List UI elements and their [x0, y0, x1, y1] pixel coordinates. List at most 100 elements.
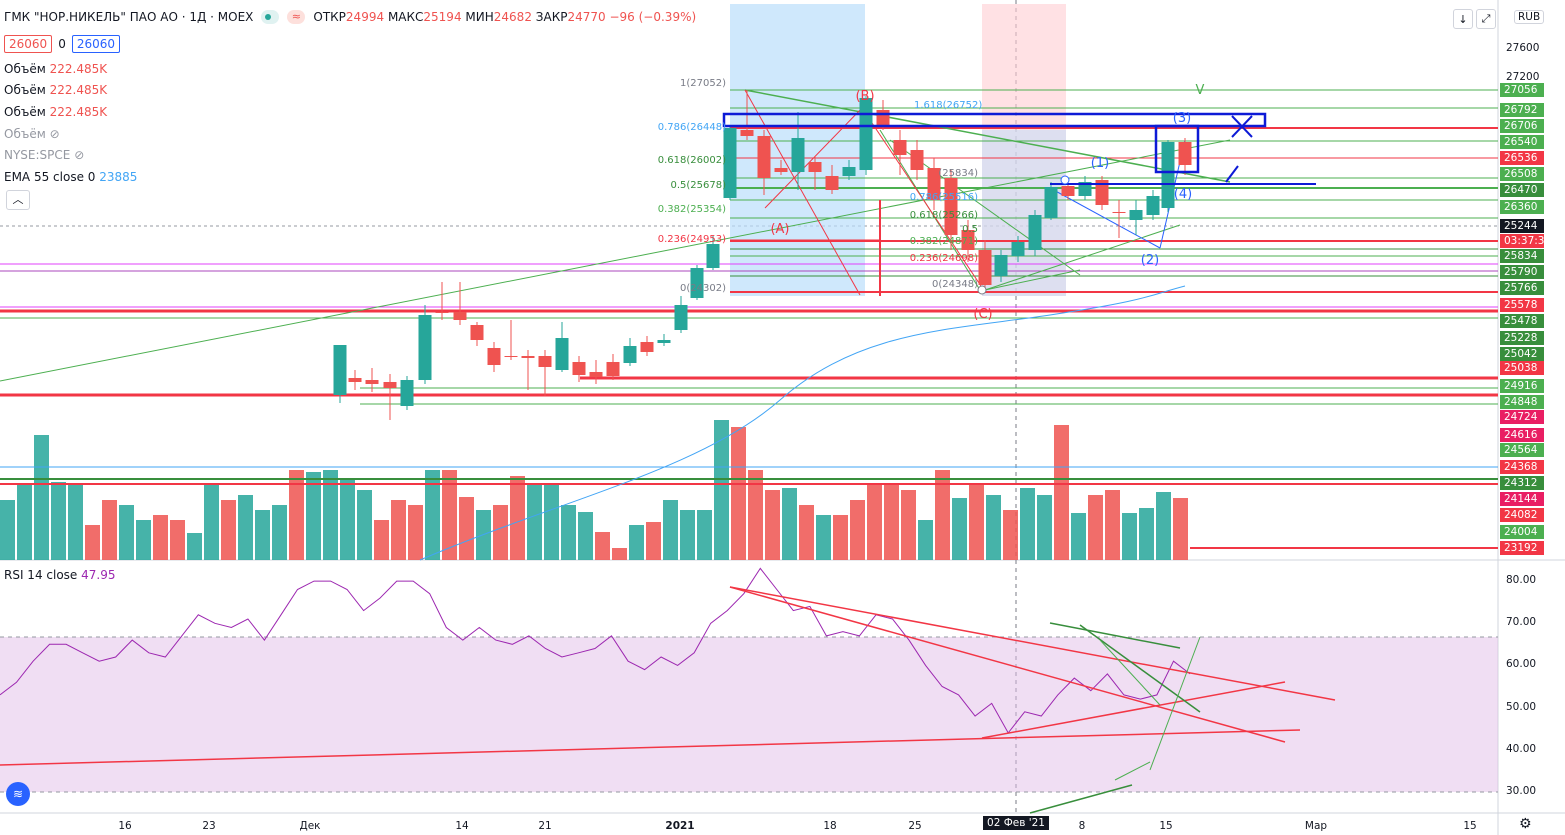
price-tag: 25038 — [1500, 361, 1544, 375]
anchor-point — [1060, 175, 1070, 185]
rsi-trend-line — [1149, 636, 1201, 771]
tradingview-logo[interactable]: ≋ — [6, 782, 30, 806]
price-tag: 25228 — [1500, 331, 1544, 345]
volume-legend-hidden[interactable]: Объём ⊘ — [4, 127, 60, 141]
candle-body — [1078, 182, 1092, 196]
rsi-legend[interactable]: RSI 14 close 47.95 — [4, 568, 116, 582]
candle-body — [348, 378, 362, 382]
candle-body — [1028, 215, 1042, 250]
volume-value: 222.485K — [49, 62, 108, 76]
candle-body — [706, 244, 720, 268]
symbol-legend-hidden[interactable]: NYSE:SPCE ⊘ — [4, 148, 84, 162]
candle-body — [487, 348, 501, 365]
candle-body — [435, 312, 449, 313]
time-tick: 15 — [1159, 820, 1173, 832]
rsi-trend-line — [729, 586, 1286, 743]
price-tag: 24848 — [1500, 395, 1544, 409]
fib-label-left: 0.786(26448) — [658, 122, 726, 133]
drawings — [722, 112, 1316, 295]
wave3-box — [1154, 124, 1200, 174]
price-tag: 25766 — [1500, 281, 1544, 295]
volume-bar — [493, 505, 508, 560]
volume-bar — [323, 470, 338, 560]
time-tick: 14 — [455, 820, 469, 832]
rsi-label: RSI 14 close — [4, 568, 78, 582]
candle-body — [978, 250, 992, 285]
time-tick: 15 — [1463, 820, 1477, 832]
volume-bar — [357, 490, 372, 560]
candle-body — [842, 167, 856, 176]
time-tick: 18 — [823, 820, 837, 832]
volume-bar — [595, 532, 610, 560]
volume-bar — [1173, 498, 1188, 560]
time-range-bands — [0, 4, 1498, 793]
rsi-trend-line — [1029, 784, 1133, 814]
candle-body — [383, 382, 397, 388]
candle-body — [1061, 186, 1075, 196]
fib-label-right: 0(24348) — [932, 279, 978, 290]
quantity-field[interactable]: 0 — [58, 37, 66, 51]
ema-legend[interactable]: EMA 55 close 0 23885 — [4, 170, 137, 184]
time-tick: 21 — [538, 820, 552, 832]
anchor-point — [977, 285, 987, 295]
compare-symbol: NYSE:SPCE — [4, 148, 71, 162]
candle-body — [893, 140, 907, 155]
volume-bar — [884, 485, 899, 560]
sell-button[interactable]: 26060 — [4, 35, 53, 53]
trend-line — [764, 107, 863, 209]
volume-bar — [714, 420, 729, 560]
price-tag: 26360 — [1500, 200, 1544, 214]
volume-legend-1[interactable]: Объём 222.485K — [4, 62, 107, 76]
time-tick: Дек — [299, 820, 321, 832]
trend-line — [861, 107, 986, 293]
trend-line — [744, 89, 861, 296]
candle-body — [927, 168, 941, 200]
symbol-title[interactable]: ГМК "НОР.НИКЕЛЬ" ПАО АО · 1Д · MOEX — [4, 10, 254, 24]
settings-gear-icon[interactable]: ⚙ — [1519, 816, 1532, 832]
volume-bar — [391, 500, 406, 560]
fib-extension-label: 1.618(26752) — [914, 100, 982, 111]
price-tag: 24564 — [1500, 443, 1544, 457]
volume-legend-3[interactable]: Объём 222.485K — [4, 105, 107, 119]
candle-body — [538, 356, 552, 367]
price-tag: 26536 — [1500, 151, 1544, 165]
wave-label: (2) — [1141, 253, 1159, 268]
volume-bar — [187, 533, 202, 560]
volume-legend-2[interactable]: Объём 222.485K — [4, 83, 107, 97]
volume-bar — [680, 510, 695, 560]
volume-bar — [17, 485, 32, 560]
price-tag: 26706 — [1500, 119, 1544, 133]
price-tag: 03:37:31 — [1500, 234, 1551, 248]
scroll-down-button[interactable]: ↓ — [1453, 9, 1473, 29]
rsi-tick: 80.00 — [1506, 574, 1537, 587]
candle-body — [1178, 142, 1192, 165]
time-tick: 8 — [1078, 820, 1086, 832]
volume-bar — [697, 510, 712, 560]
price-tag: 26508 — [1500, 167, 1544, 181]
compare-icon[interactable]: ≈ — [287, 10, 306, 24]
volume-bar — [0, 500, 15, 560]
volume-bar — [629, 525, 644, 560]
collapse-legend-button[interactable]: ︿ — [6, 190, 30, 210]
wave-label: (A) — [770, 222, 789, 237]
rsi-tick: 50.00 — [1506, 700, 1537, 713]
rsi-trend-line — [729, 586, 1336, 701]
fib-label-left: 0.5(25678) — [670, 180, 726, 191]
candle-body — [470, 325, 484, 340]
eye-off-icon[interactable]: ⊘ — [74, 148, 85, 162]
rsi-tick: 60.00 — [1506, 658, 1537, 671]
currency-button[interactable]: RUB — [1514, 10, 1545, 24]
trend-line — [744, 89, 1231, 183]
maximize-button[interactable]: ⤢ — [1476, 9, 1496, 29]
volume-bar — [204, 485, 219, 560]
arrow-down-icon: ↓ — [1458, 12, 1468, 26]
candle-body — [504, 356, 518, 357]
eye-off-icon[interactable]: ⊘ — [49, 127, 60, 141]
rsi-trend-line — [0, 729, 1301, 766]
ohlc-low: 24682 — [493, 10, 532, 24]
volume-bar — [833, 515, 848, 560]
buy-button[interactable]: 26060 — [71, 35, 121, 53]
volume-bar — [731, 427, 746, 560]
